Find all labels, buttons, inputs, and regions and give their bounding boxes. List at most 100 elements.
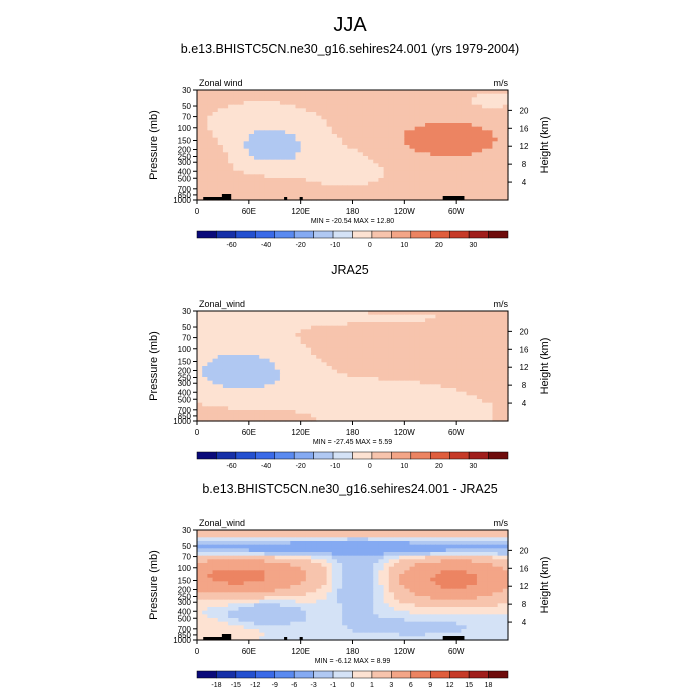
heatmap-cell <box>404 336 411 341</box>
heatmap-cell <box>409 395 416 400</box>
heatmap-cell <box>352 152 359 157</box>
heatmap-cell <box>336 555 343 560</box>
heatmap-cell <box>233 544 240 549</box>
heatmap-cell <box>217 314 224 319</box>
heatmap-cell <box>259 152 265 157</box>
heatmap-cell <box>476 406 483 411</box>
heatmap-cell <box>435 585 442 590</box>
heatmap-cell <box>497 97 504 102</box>
heatmap-cell <box>487 380 494 385</box>
heatmap-cell <box>233 581 240 586</box>
heatmap-cell <box>243 388 250 393</box>
heatmap-cell <box>497 159 504 164</box>
heatmap-cell <box>425 333 431 338</box>
heatmap-cell <box>471 185 478 190</box>
heatmap-cell <box>285 159 291 164</box>
heatmap-cell <box>321 181 328 186</box>
heatmap-cell <box>305 93 312 98</box>
heatmap-cell <box>274 581 281 586</box>
heatmap-cell <box>399 141 405 146</box>
heatmap-cell <box>321 388 328 393</box>
heatmap-cell <box>487 391 494 396</box>
heatmap-cell <box>440 174 447 179</box>
heatmap-cell <box>388 362 395 367</box>
heatmap-cell <box>202 137 208 142</box>
heatmap-cell <box>300 362 307 367</box>
heatmap-cell <box>238 581 245 586</box>
heatmap-cell <box>373 362 380 367</box>
heatmap-cell <box>419 533 426 538</box>
heatmap-cell <box>445 123 452 128</box>
heatmap-cell <box>445 548 452 553</box>
heatmap-cell <box>388 189 395 194</box>
heatmap-cell <box>466 366 473 371</box>
heatmap-cell <box>357 314 364 319</box>
heatmap-cell <box>456 399 462 404</box>
heatmap-cell <box>466 167 473 172</box>
heatmap-cell <box>254 145 260 150</box>
heatmap-cell <box>238 97 245 102</box>
heatmap-cell <box>321 544 328 549</box>
heatmap-cell <box>383 178 390 183</box>
heatmap-cell <box>197 311 203 316</box>
heatmap-cell <box>497 548 504 553</box>
heatmap-cell <box>362 585 369 590</box>
heatmap-cell <box>414 548 421 553</box>
heatmap-cell <box>311 559 317 564</box>
heatmap-cell <box>368 145 374 150</box>
heatmap-cell <box>461 134 468 139</box>
heatmap-cell <box>238 170 245 175</box>
heatmap-cell <box>290 137 297 142</box>
heatmap-cell <box>207 548 214 553</box>
heatmap-cell <box>295 566 302 571</box>
heatmap-cell <box>482 410 488 415</box>
heatmap-cell <box>383 592 390 597</box>
heatmap-cell <box>456 170 462 175</box>
heatmap-cell <box>305 351 312 356</box>
heatmap-cell <box>217 366 224 371</box>
heatmap-cell <box>316 119 322 124</box>
heatmap-cell <box>502 351 509 356</box>
heatmap-cell <box>222 570 229 575</box>
heatmap-cell <box>228 559 234 564</box>
heatmap-cell <box>279 152 286 157</box>
heatmap-cell <box>342 189 348 194</box>
heatmap-cell <box>388 344 395 349</box>
heatmap-cell <box>326 104 333 109</box>
heatmap-cell <box>388 112 395 117</box>
heatmap-cell <box>311 137 317 142</box>
heatmap-cell <box>476 130 483 135</box>
heatmap-cell <box>373 530 380 535</box>
heatmap-cell <box>450 314 457 319</box>
heatmap-cell <box>487 156 494 161</box>
heatmap-cell <box>383 104 390 109</box>
heatmap-cell <box>471 318 478 323</box>
heatmap-cell <box>248 380 255 385</box>
heatmap-cell <box>419 174 426 179</box>
heatmap-cell <box>430 366 437 371</box>
heatmap-cell <box>285 391 291 396</box>
heatmap-cell <box>425 574 431 579</box>
heatmap-cell <box>285 130 291 135</box>
x-tick-label: 0 <box>195 207 200 216</box>
heatmap-cell <box>388 555 395 560</box>
heatmap-cell <box>326 402 333 407</box>
heatmap-cell <box>233 141 240 146</box>
heatmap-cell <box>409 145 416 150</box>
heatmap-cell <box>305 340 312 345</box>
heatmap-cell <box>352 413 359 418</box>
heatmap-cell <box>347 537 354 542</box>
heatmap-cell <box>248 148 255 153</box>
heatmap-cell <box>471 581 478 586</box>
heatmap-cell <box>430 329 437 334</box>
heatmap-cell <box>497 156 504 161</box>
heatmap-cell <box>492 384 499 389</box>
heatmap-cell <box>378 185 385 190</box>
heatmap-cell <box>233 340 240 345</box>
heatmap-cell <box>487 148 494 153</box>
heatmap-cell <box>238 377 245 382</box>
heatmap-cell <box>222 130 229 135</box>
heatmap-cell <box>233 417 240 422</box>
heatmap-cell <box>409 555 416 560</box>
heatmap-cell <box>430 314 437 319</box>
